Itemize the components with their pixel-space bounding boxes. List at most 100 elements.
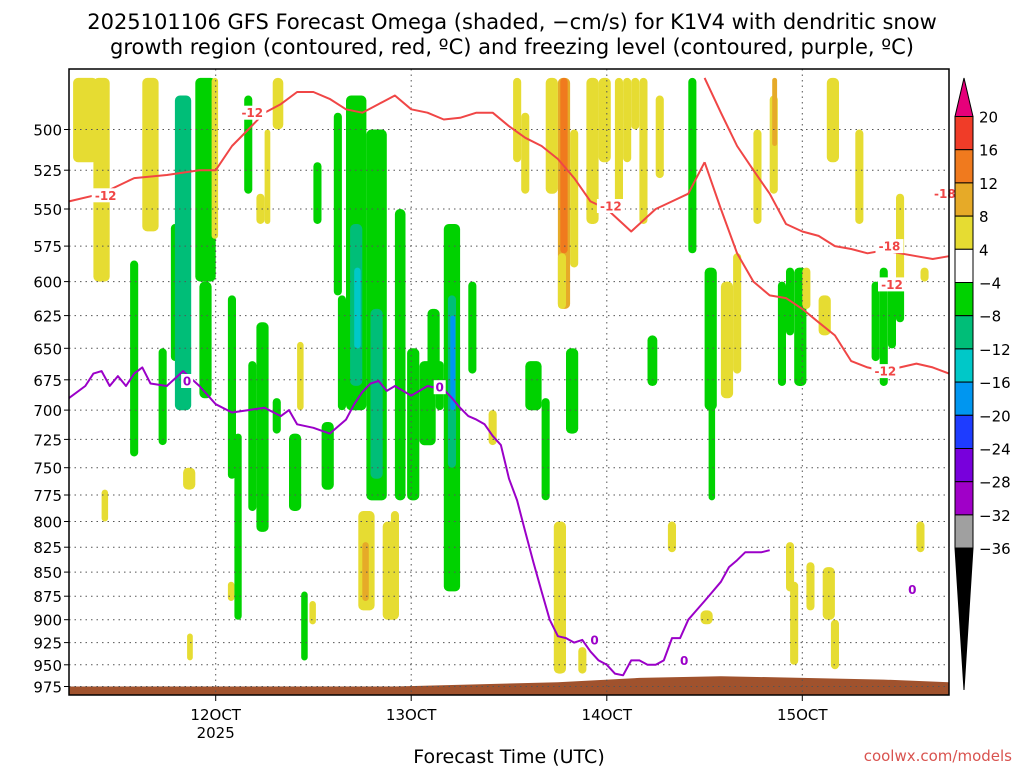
colorbar-label: 16 [979, 142, 998, 160]
omega-region [916, 521, 925, 553]
contour-label-bg [181, 374, 194, 388]
omega-region [289, 433, 302, 511]
colorbar-segment [954, 149, 974, 184]
contour-label-bg [588, 632, 601, 647]
y-tick-label: 500 [33, 122, 62, 140]
omega-region [101, 489, 109, 522]
contour-label: -12 [600, 200, 622, 214]
omega-region [195, 77, 216, 282]
contour-label: 0 [436, 381, 444, 395]
omega-region [321, 422, 334, 490]
omega-region [688, 77, 697, 254]
omega-region [786, 542, 795, 592]
omega-region [667, 521, 676, 553]
contour-label: -18 [934, 187, 956, 201]
contour-label: -12 [95, 189, 117, 203]
contour-label-bg [678, 653, 691, 668]
omega-region [227, 295, 236, 479]
colorbar-label: −4 [979, 275, 1001, 293]
omega-region [879, 267, 888, 386]
omega-region [93, 77, 110, 282]
y-tick-label: 925 [33, 635, 62, 653]
x-axis-label: Forecast Time (UTC) [413, 746, 604, 768]
dgz-contour-minus12 [68, 91, 706, 233]
omega-region [248, 361, 257, 511]
omega-region [309, 601, 316, 625]
omega-region [887, 281, 896, 349]
omega-region [614, 77, 623, 210]
colorbar-label: 12 [979, 175, 998, 193]
y-axis-ticks: 500 525 550 575 600 625 650 675 700 725 750 775 800 8… [33, 122, 69, 697]
omega-region [199, 281, 212, 399]
omega-region [553, 521, 566, 674]
omega-region [272, 398, 281, 434]
contour-label: -18 [879, 240, 901, 254]
omega-region [578, 647, 587, 674]
y-tick-label: 700 [33, 402, 62, 420]
omega-region [354, 267, 361, 349]
omega-region [566, 348, 579, 434]
omega-region [871, 281, 880, 362]
colorbar-segment [954, 248, 974, 284]
omega-region [623, 77, 632, 163]
colorbar-segment [954, 348, 974, 383]
omega-region [708, 322, 716, 501]
colorbar-segment [954, 282, 974, 317]
omega-region [525, 361, 542, 411]
omega-region [450, 315, 456, 411]
chart-title-line1: 2025101106 GFS Forecast Omega (shaded, −… [87, 10, 937, 34]
terrain-layer [69, 676, 949, 695]
contour-label: 0 [680, 654, 688, 668]
colorbar-label: −28 [979, 474, 1011, 492]
omega-region [211, 77, 219, 239]
omega-region [394, 209, 406, 501]
colorbar-label: −20 [979, 407, 1011, 425]
y-tick-label: 900 [33, 612, 62, 630]
y-tick-label: 575 [33, 238, 62, 256]
omega-region [772, 77, 778, 146]
colorbar-bottom-triangle [954, 547, 974, 691]
omega-region [130, 260, 139, 457]
omega-region [362, 542, 369, 601]
contour-label-bg [596, 199, 625, 213]
y-tick-label: 775 [33, 487, 62, 505]
colorbar-segment [954, 481, 974, 516]
y-tick-label: 650 [33, 340, 62, 358]
contour-label-bg [871, 364, 900, 379]
contour-label-bg [930, 186, 959, 201]
omega-region [647, 335, 658, 386]
colorbar-segment [954, 116, 974, 151]
colorbar-segment [954, 182, 974, 217]
contour-label: -12 [881, 278, 903, 292]
x-tick-label: 14OCT [582, 706, 633, 724]
colorbar-label: 4 [979, 241, 989, 259]
colorbar-label: −12 [979, 341, 1011, 359]
contour-label-bg [91, 188, 120, 203]
omega-region [541, 398, 550, 501]
contour-label-bg [238, 105, 267, 120]
omega-region [337, 295, 346, 411]
colorbar: 20 16 12 8 4 −4 −8 −12 −16 −20 −24 −28 −32 −36 [954, 77, 1011, 691]
colorbar-segment [954, 315, 974, 350]
contour-lines [68, 77, 950, 677]
y-tick-label: 725 [33, 431, 62, 449]
y-tick-label: 850 [33, 564, 62, 582]
omega-region [468, 281, 477, 374]
omega-region [655, 95, 664, 179]
x-tick-sublabel: 2025 [197, 724, 235, 742]
omega-region [227, 581, 235, 601]
contour-label: 0 [590, 633, 598, 647]
omega-region [700, 610, 713, 625]
omega-region [73, 77, 98, 163]
omega-region [256, 193, 265, 224]
y-tick-label: 800 [33, 514, 62, 532]
omega-region [272, 77, 284, 130]
freezing-level-contour [68, 366, 770, 677]
terrain-surface [69, 676, 949, 695]
omega-region [158, 348, 167, 446]
colorbar-segment [954, 215, 974, 250]
omega-region [896, 193, 905, 282]
omega-region [896, 281, 905, 323]
